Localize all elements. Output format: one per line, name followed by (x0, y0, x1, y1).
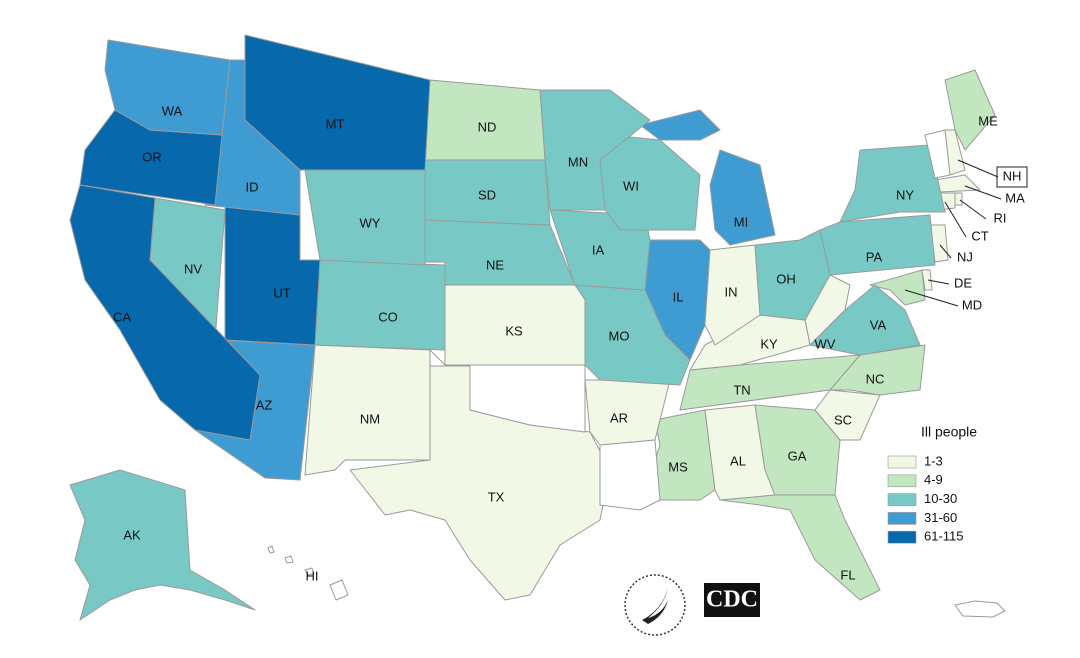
legend-swatch (887, 493, 917, 506)
state-region (819, 214, 936, 276)
legend-label: 61-115 (924, 529, 964, 544)
state-label: DE (954, 275, 972, 290)
state-region (921, 269, 933, 291)
legend-label: 1-3 (924, 453, 943, 468)
state-label: AR (610, 410, 628, 425)
legend-title: Ill people (921, 424, 977, 440)
state-label: MT (326, 116, 345, 131)
state-label: ID (246, 179, 259, 194)
legend-label: 31-60 (924, 510, 957, 525)
state-region (539, 89, 651, 211)
state-label: WI (623, 178, 639, 193)
state-label: WA (162, 103, 183, 118)
state-label: HI (306, 568, 319, 583)
state-region (599, 439, 661, 511)
hhs-logo (624, 574, 686, 636)
state-region (104, 39, 231, 136)
cdc-logo: CDC (706, 587, 758, 613)
puerto-rico (954, 600, 1006, 618)
legend-swatch (887, 455, 917, 469)
state-label: AZ (256, 397, 273, 412)
legend-label: 10-30 (924, 491, 957, 506)
state-region (267, 545, 275, 554)
state-label: FL (840, 567, 855, 582)
state-label: IL (673, 289, 684, 304)
leader-line (927, 279, 950, 285)
state-region (424, 219, 576, 286)
state-label: OR (142, 149, 162, 164)
label-box (996, 166, 1028, 188)
cdc-logo-box (704, 583, 760, 617)
state-region (839, 144, 946, 223)
state-region (644, 239, 711, 361)
state-region (329, 579, 349, 601)
legend-swatch (887, 474, 917, 488)
state-label: NJ (957, 249, 973, 264)
state-region (704, 244, 761, 346)
state-region (224, 204, 321, 346)
leader-line (957, 159, 999, 178)
state-region (869, 269, 926, 306)
state-label: RI (994, 210, 1007, 225)
state-label: ME (978, 113, 998, 128)
state-label: KY (760, 336, 778, 351)
leader-line (964, 185, 1002, 200)
state-region (314, 259, 446, 351)
state-label: NH (1003, 168, 1022, 183)
state-label: UT (273, 285, 290, 300)
legend-swatch (887, 530, 917, 544)
state-region (429, 349, 586, 433)
state-region (304, 344, 431, 476)
state-label: SD (478, 187, 496, 202)
state-region (69, 184, 261, 441)
state-region (639, 109, 721, 141)
state-label: KS (505, 323, 523, 338)
state-region (709, 149, 776, 246)
state-region (284, 555, 294, 564)
state-region (649, 409, 716, 501)
state-label: NY (896, 187, 914, 202)
state-label: MA (1005, 190, 1025, 205)
state-label: NC (866, 371, 885, 386)
state-label: SC (834, 412, 852, 427)
state-region (304, 567, 315, 576)
state-label: CT (971, 228, 988, 243)
state-region (814, 389, 881, 441)
state-label: MD (962, 297, 982, 312)
state-label: ND (478, 119, 497, 134)
state-label: NM (360, 411, 380, 426)
state-label: MS (668, 459, 688, 474)
state-label: AL (730, 453, 746, 468)
state-label: OH (776, 271, 796, 286)
state-region (924, 129, 951, 179)
state-region (599, 134, 701, 231)
state-label: IN (725, 284, 738, 299)
state-label: VA (870, 317, 887, 332)
state-label: IA (592, 242, 605, 257)
state-label: MI (734, 214, 748, 229)
state-label: WV (815, 336, 836, 351)
state-region (69, 469, 256, 621)
state-label: GA (788, 448, 807, 463)
leader-line (944, 201, 967, 238)
state-label: CO (378, 309, 398, 324)
state-region (954, 192, 963, 206)
leader-line (939, 244, 952, 259)
state-label: NE (486, 257, 504, 272)
leader-line (904, 289, 959, 307)
legend-swatch (887, 512, 917, 525)
state-label: TN (733, 382, 750, 397)
state-region (944, 69, 996, 151)
state-label: PA (866, 249, 883, 264)
state-label: MN (568, 154, 588, 169)
state-label: AK (123, 527, 141, 542)
state-label: NV (184, 261, 202, 276)
state-label: WY (360, 215, 381, 230)
legend-label: 4-9 (924, 472, 943, 487)
state-label: TX (488, 489, 505, 504)
state-label: CA (113, 309, 131, 324)
state-label: MO (609, 328, 630, 343)
leader-line (959, 199, 987, 220)
